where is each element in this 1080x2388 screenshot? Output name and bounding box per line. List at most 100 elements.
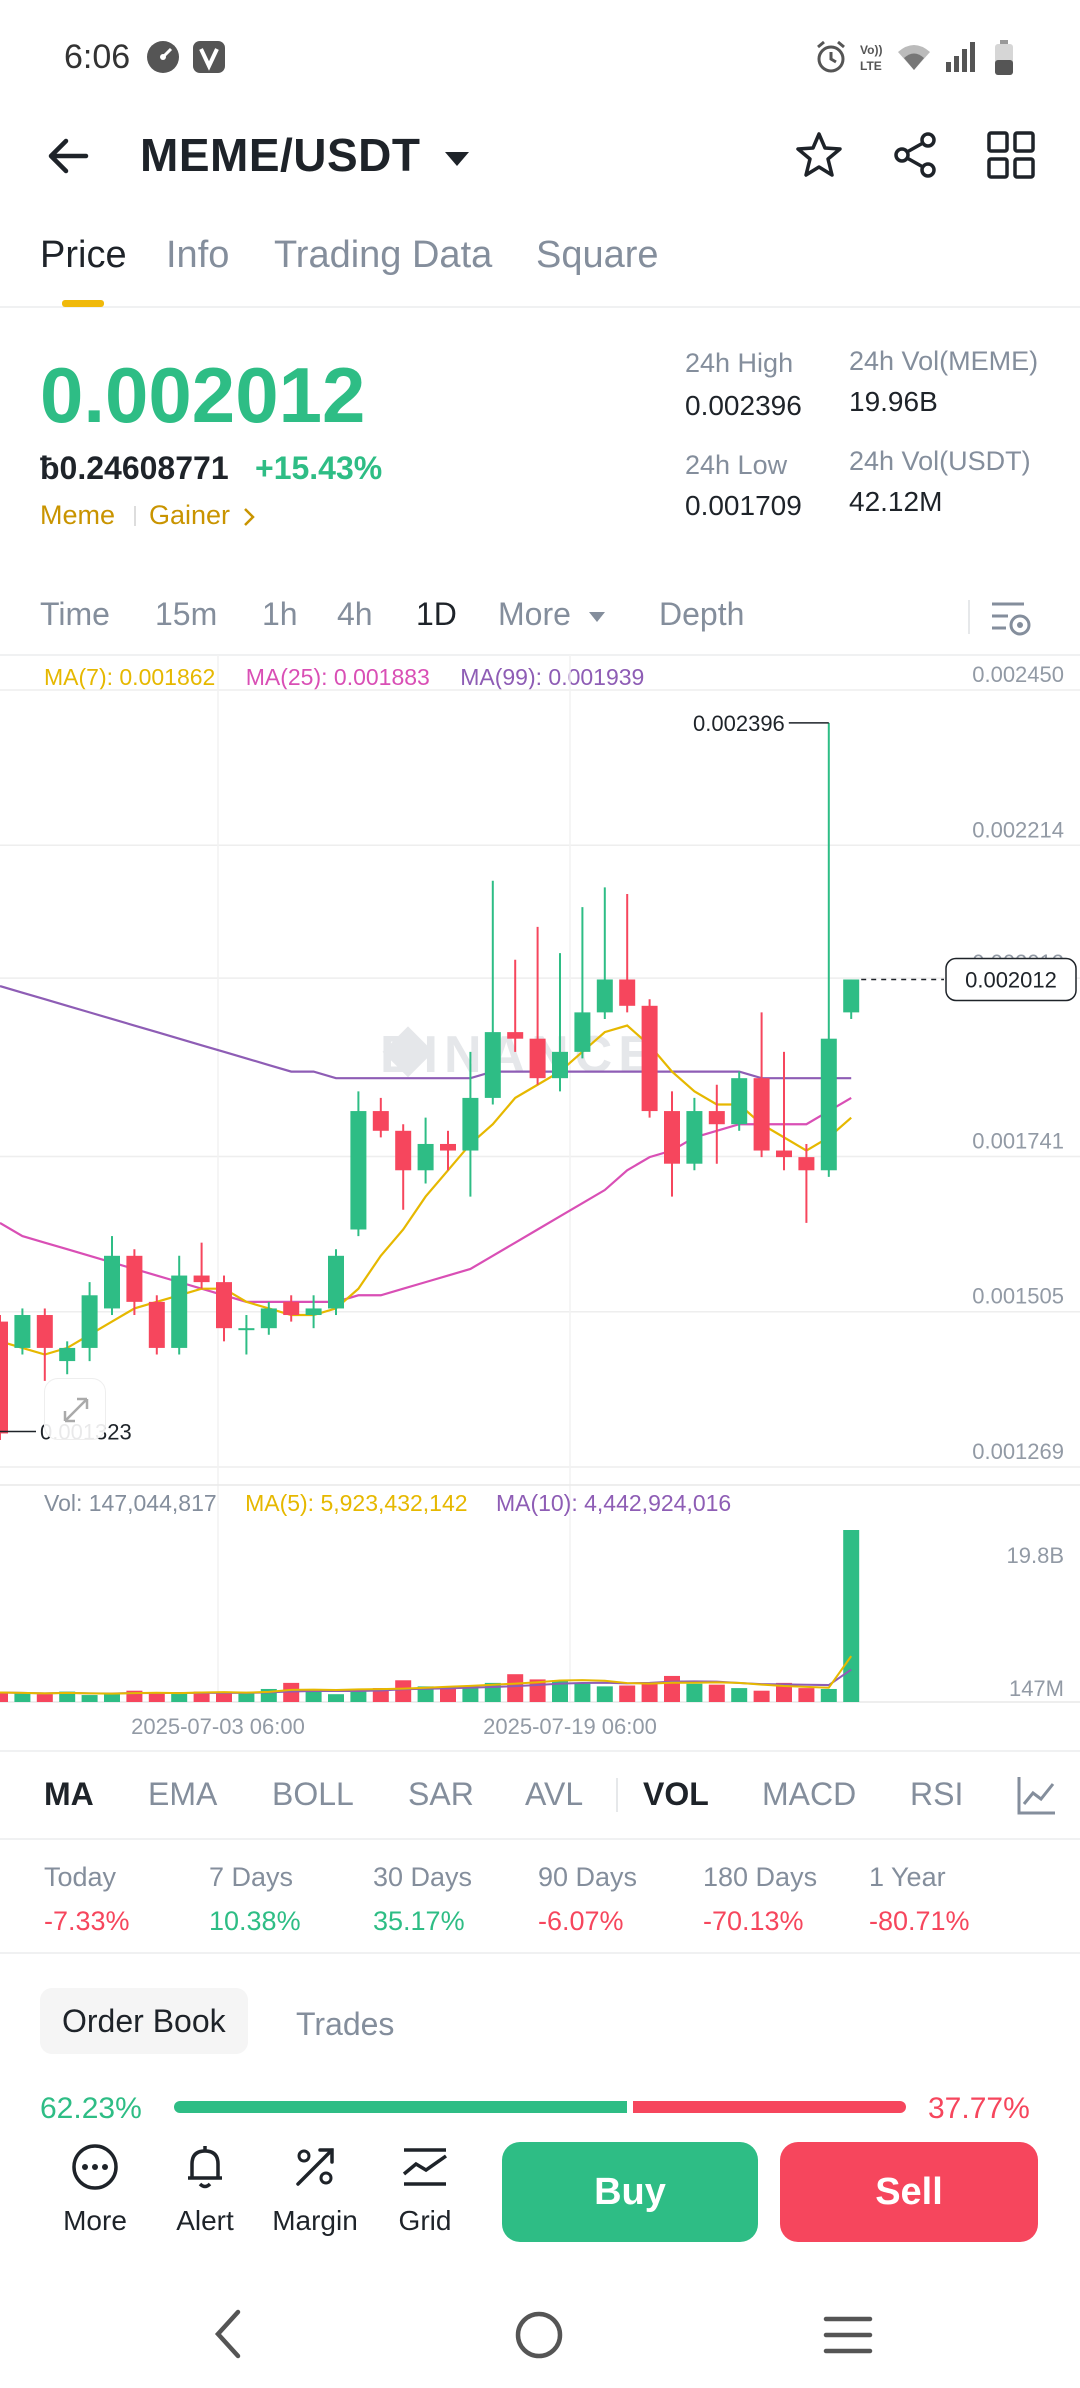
interval-1h[interactable]: 1h	[262, 596, 298, 632]
candlestick-chart[interactable]: BINANCE0.0024500.0022140.0020120.0017410…	[0, 655, 1080, 1750]
volume-bar	[216, 1692, 232, 1702]
candle-body	[619, 979, 636, 1006]
volume-bar	[395, 1680, 412, 1702]
nav-back-icon[interactable]	[208, 2306, 248, 2362]
volume-bar	[753, 1690, 770, 1702]
candle-body	[148, 1301, 165, 1348]
volume-bar	[440, 1688, 456, 1702]
indicator-ma[interactable]: MA	[44, 1776, 94, 1812]
indicator-settings-icon[interactable]	[1016, 1774, 1058, 1816]
margin-button[interactable]: Margin	[260, 2142, 370, 2237]
interval-more[interactable]: More	[498, 596, 606, 633]
bell-icon	[188, 2146, 222, 2189]
grid-label: Grid	[398, 2205, 452, 2236]
tab-price[interactable]: Price	[40, 234, 127, 276]
perf-7d-label: 7 Days	[209, 1862, 294, 1892]
battery-icon	[995, 40, 1013, 75]
buy-ratio-bar	[174, 2101, 627, 2113]
volume-bar	[171, 1693, 188, 1702]
buy-button[interactable]: Buy	[502, 2142, 758, 2242]
candle-body	[350, 1111, 367, 1230]
volume-bar	[552, 1680, 568, 1702]
y-axis-label: 0.001741	[972, 1128, 1064, 1153]
grid-icon[interactable]	[986, 130, 1036, 180]
margin-label: Margin	[272, 2205, 358, 2236]
candle-body	[126, 1255, 143, 1302]
current-price-tag	[945, 957, 1077, 1002]
candle-body	[596, 979, 613, 1013]
status-bar: 6:06 Vo)) LTE	[0, 0, 1080, 110]
fullscreen-button[interactable]	[44, 1378, 106, 1440]
candle-body	[283, 1301, 300, 1316]
indicator-macd[interactable]: MACD	[762, 1776, 857, 1812]
perf-90d-label: 90 Days	[538, 1862, 638, 1892]
volume-bar	[81, 1695, 98, 1702]
share-icon[interactable]	[890, 130, 940, 180]
tab-trades[interactable]: Trades	[296, 2006, 395, 2042]
volume-bar	[59, 1691, 76, 1702]
candle-body	[59, 1347, 76, 1362]
candle-body	[104, 1255, 120, 1309]
perf-1y-value: -80.71%	[869, 1906, 970, 1936]
volume-bar	[507, 1674, 524, 1702]
star-icon[interactable]	[794, 130, 844, 180]
volume-bar	[731, 1688, 748, 1702]
status-time: 6:06	[64, 38, 131, 76]
high-marker-label: 0.002396	[693, 711, 785, 736]
pair-selector[interactable]: MEME/USDT	[140, 128, 470, 182]
candle-body	[328, 1255, 344, 1309]
tag-meme[interactable]: Meme	[40, 500, 116, 530]
indicator-bar: MA EMA BOLL SAR AVL VOL MACD RSI	[0, 1750, 1080, 1840]
interval-1d[interactable]: 1D	[416, 596, 457, 632]
active-tab-indicator	[62, 300, 104, 307]
more-button[interactable]: More	[40, 2142, 150, 2237]
ma-legend: MA(7): 0.001862 MA(25): 0.001883 MA(99):…	[44, 664, 644, 691]
volume-bar	[305, 1690, 322, 1702]
volume-bar	[619, 1685, 636, 1702]
indicator-ema[interactable]: EMA	[148, 1776, 218, 1812]
chart-settings-icon[interactable]	[990, 596, 1034, 640]
nav-recents-icon[interactable]	[822, 2314, 874, 2356]
nav-home-icon[interactable]	[514, 2310, 564, 2360]
tab-trading-data[interactable]: Trading Data	[274, 234, 493, 276]
vol-quote-value: 42.12M	[849, 486, 943, 517]
volte-icon: Vo)) LTE	[860, 43, 882, 73]
alert-button[interactable]: Alert	[150, 2142, 260, 2237]
vol-value-legend: Vol: 147,044,817	[44, 1490, 217, 1516]
back-arrow-icon[interactable]	[44, 132, 92, 180]
volume-bar	[664, 1675, 680, 1702]
volume-bar	[641, 1682, 658, 1702]
indicator-vol[interactable]: VOL	[643, 1776, 709, 1812]
indicator-sar[interactable]: SAR	[408, 1776, 474, 1812]
interval-depth[interactable]: Depth	[659, 596, 745, 632]
vol-legend: Vol: 147,044,817 MA(5): 5,923,432,142 MA…	[44, 1490, 731, 1517]
interval-more-label: More	[498, 596, 571, 632]
high-24h-label: 24h High	[685, 348, 794, 378]
vol-ma5-legend: MA(5): 5,923,432,142	[245, 1490, 468, 1516]
indicator-rsi[interactable]: RSI	[910, 1776, 964, 1812]
candle-body	[529, 1038, 546, 1079]
interval-4h[interactable]: 4h	[337, 596, 373, 632]
perf-30d-label: 30 Days	[373, 1862, 473, 1892]
indicator-avl[interactable]: AVL	[525, 1776, 584, 1812]
tab-order-book[interactable]: Order Book	[40, 1988, 248, 2054]
tab-square[interactable]: Square	[536, 234, 659, 276]
indicator-boll[interactable]: BOLL	[272, 1776, 354, 1812]
grid-trading-button[interactable]: Grid	[370, 2142, 480, 2237]
interval-15m[interactable]: 15m	[155, 596, 218, 632]
header: MEME/USDT	[0, 110, 1080, 230]
ma99-line	[0, 985, 852, 1080]
sell-button[interactable]: Sell	[780, 2142, 1038, 2242]
interval-time[interactable]: Time	[40, 596, 110, 632]
ma7-line	[0, 1024, 852, 1356]
tag-gainer[interactable]: Gainer	[149, 500, 256, 531]
speedometer-icon	[147, 41, 179, 73]
candle-body	[753, 1078, 770, 1151]
tab-info[interactable]: Info	[166, 234, 230, 276]
candle-body	[641, 1005, 658, 1112]
y-axis-label: 0.001505	[972, 1284, 1064, 1309]
candle-body	[440, 1143, 456, 1151]
svg-text:LTE: LTE	[860, 59, 882, 73]
candle-body	[417, 1143, 434, 1171]
y-axis-label: 0.001269	[972, 1439, 1064, 1464]
